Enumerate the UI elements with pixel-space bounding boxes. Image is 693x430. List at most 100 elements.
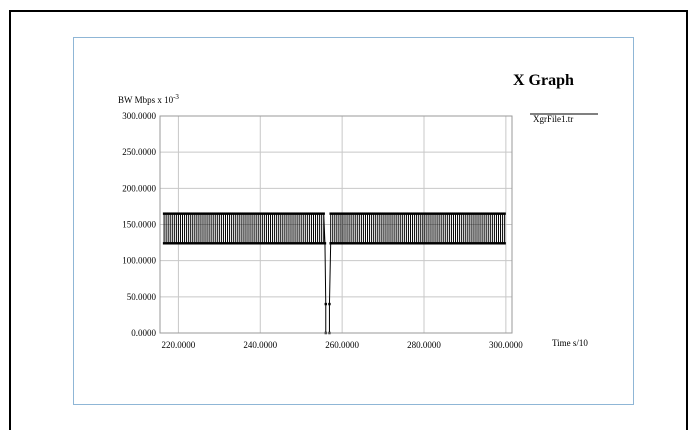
data-point — [189, 242, 192, 245]
data-point — [386, 212, 390, 215]
data-point — [378, 242, 381, 245]
data-point — [267, 242, 270, 245]
data-point — [390, 212, 394, 215]
data-point — [423, 242, 427, 245]
data-point — [240, 242, 244, 245]
data-point — [265, 212, 268, 215]
data-point — [429, 242, 433, 245]
data-point — [291, 242, 295, 245]
data-point — [452, 242, 455, 245]
data-point — [478, 242, 482, 245]
data-point — [444, 212, 447, 215]
data-point — [399, 242, 402, 245]
data-point — [297, 242, 301, 245]
data-point — [351, 212, 355, 215]
data-point — [433, 212, 437, 215]
data-point — [472, 212, 476, 215]
data-point — [205, 212, 209, 215]
data-point — [331, 242, 334, 245]
data-point — [297, 212, 301, 215]
data-point — [181, 242, 184, 245]
data-point — [421, 242, 424, 245]
data-point — [495, 242, 498, 245]
data-point — [397, 212, 400, 215]
data-point — [183, 242, 186, 245]
data-point — [273, 212, 276, 215]
y-tick-label: 250.0000 — [122, 147, 156, 157]
data-point — [277, 242, 280, 245]
data-point — [460, 242, 463, 245]
data-point — [193, 242, 196, 245]
data-point — [185, 212, 188, 215]
data-point — [421, 212, 424, 215]
data-point — [285, 242, 289, 245]
data-point — [485, 242, 488, 245]
data-point — [259, 212, 262, 215]
data-point — [339, 212, 343, 215]
data-point — [216, 212, 219, 215]
data-point — [394, 242, 398, 245]
data-point — [164, 242, 168, 245]
data-point — [446, 242, 449, 245]
data-point — [279, 242, 282, 245]
data-point — [302, 212, 305, 215]
data-point — [347, 242, 351, 245]
data-point — [485, 212, 488, 215]
data-point — [179, 212, 182, 215]
data-point — [300, 242, 303, 245]
data-point — [362, 242, 365, 245]
data-point — [267, 212, 270, 215]
data-point — [382, 212, 386, 215]
data-point — [458, 242, 461, 245]
data-point — [462, 212, 465, 215]
data-point — [328, 302, 331, 306]
data-point — [343, 212, 347, 215]
data-point — [370, 212, 373, 215]
axes: 0.0000 50.0000 100.0000 150.0000 200.0000 250… — [122, 111, 523, 350]
data-point — [187, 242, 190, 245]
data-point — [384, 242, 388, 245]
data-point — [269, 212, 272, 215]
data-point — [427, 242, 431, 245]
data-point — [384, 212, 388, 215]
data-point — [382, 242, 386, 245]
data-point — [228, 212, 231, 215]
data-point — [403, 212, 406, 215]
x-tick-label: 280.0000 — [407, 340, 441, 350]
data-point — [300, 212, 303, 215]
y-tick-label: 200.0000 — [122, 183, 156, 193]
data-point — [283, 212, 287, 215]
data-point — [413, 212, 416, 215]
data-point — [257, 242, 260, 245]
data-point — [246, 212, 250, 215]
data-point — [423, 212, 427, 215]
data-point — [226, 212, 229, 215]
data-point — [472, 242, 476, 245]
data-point — [195, 212, 199, 215]
data-point — [183, 212, 186, 215]
data-point — [468, 242, 472, 245]
data-point — [341, 242, 345, 245]
data-point — [427, 212, 431, 215]
data-point — [349, 212, 353, 215]
data-point — [316, 212, 319, 215]
data-point — [259, 242, 262, 245]
data-point — [265, 242, 268, 245]
data-point — [316, 242, 319, 245]
data-point — [308, 242, 311, 245]
data-point — [304, 212, 307, 215]
data-point — [358, 212, 361, 215]
data-point — [448, 242, 451, 245]
data-point — [295, 212, 299, 215]
y-axis-label: BW Mbps x 10-3 — [118, 93, 179, 105]
data-point — [287, 212, 291, 215]
data-point — [372, 242, 375, 245]
data-point — [279, 212, 282, 215]
data-point — [476, 242, 480, 245]
data-point — [466, 242, 469, 245]
data-point — [209, 212, 213, 215]
data-point — [333, 242, 336, 245]
data-point — [212, 242, 215, 245]
data-point — [250, 212, 254, 215]
data-point — [189, 212, 192, 215]
